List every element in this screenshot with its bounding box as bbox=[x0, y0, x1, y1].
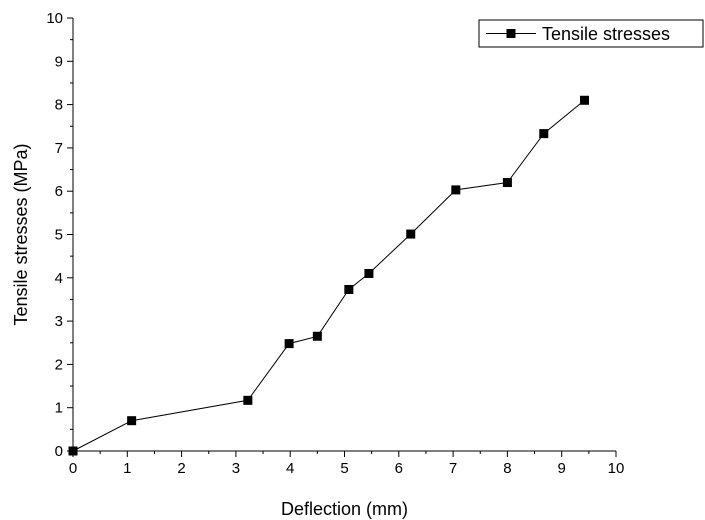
tick-marks bbox=[67, 17, 617, 457]
y-tick-label: 6 bbox=[55, 183, 63, 200]
data-point bbox=[344, 284, 354, 294]
y-axis-title: Tensile stresses (MPa) bbox=[11, 143, 31, 325]
y-tick-label: 10 bbox=[46, 10, 63, 27]
y-tick-label: 4 bbox=[55, 270, 63, 287]
x-tick-label: 7 bbox=[449, 460, 457, 477]
y-tick-label: 1 bbox=[55, 400, 63, 417]
data-point bbox=[68, 446, 78, 456]
x-axis-title: Deflection (mm) bbox=[281, 499, 408, 519]
data-point bbox=[451, 185, 461, 195]
data-point bbox=[243, 395, 253, 405]
legend-label: Tensile stresses bbox=[542, 24, 670, 44]
series-layer bbox=[68, 95, 590, 456]
x-tick-label: 10 bbox=[608, 460, 625, 477]
legend: Tensile stresses bbox=[478, 19, 704, 48]
y-tick-label: 9 bbox=[55, 53, 63, 70]
x-tick-label: 0 bbox=[69, 460, 77, 477]
series-line bbox=[72, 99, 585, 452]
data-point bbox=[502, 178, 512, 188]
x-tick-label: 2 bbox=[177, 460, 185, 477]
data-point bbox=[580, 95, 590, 105]
y-tick-label: 3 bbox=[55, 313, 63, 330]
x-tick-label: 6 bbox=[395, 460, 403, 477]
y-tick-label: 7 bbox=[55, 140, 63, 157]
y-tick-label: 0 bbox=[55, 443, 63, 460]
x-tick-label: 9 bbox=[558, 460, 566, 477]
data-point bbox=[406, 229, 416, 239]
x-tick-label: 5 bbox=[340, 460, 348, 477]
data-point bbox=[127, 416, 137, 426]
legend-marker-square bbox=[506, 29, 516, 38]
x-tick-label: 3 bbox=[232, 460, 240, 477]
x-tick-label: 4 bbox=[286, 460, 294, 477]
y-tick-label: 5 bbox=[55, 227, 63, 244]
data-point bbox=[539, 129, 549, 139]
data-point bbox=[284, 339, 294, 349]
x-tick-label: 8 bbox=[503, 460, 511, 477]
y-tick-label: 8 bbox=[55, 97, 63, 114]
y-tick-label: 2 bbox=[55, 356, 63, 373]
x-tick-label: 1 bbox=[123, 460, 131, 477]
data-point bbox=[364, 268, 374, 278]
tick-labels: 0 1 2 3 4 5 6 7 8 9 10 0 1 2 3 4 5 6 7 8 9 10 bbox=[46, 10, 624, 477]
data-point bbox=[312, 331, 322, 341]
